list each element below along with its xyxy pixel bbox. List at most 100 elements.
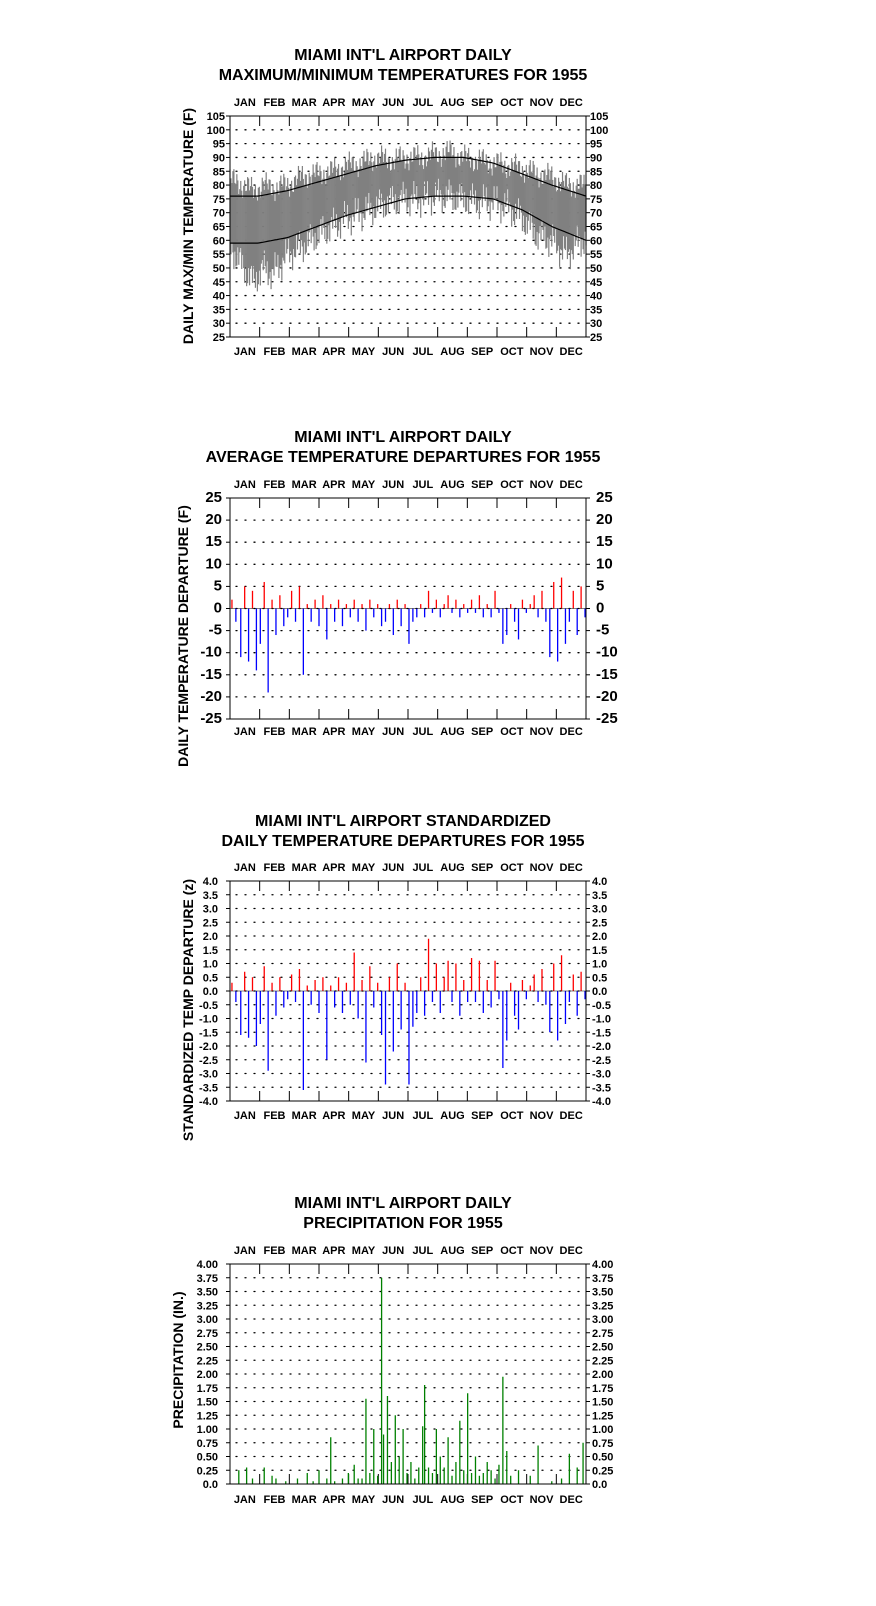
y-tick-label-right: 3.25: [592, 1300, 613, 1312]
month-label-top: AUG: [440, 862, 464, 874]
month-label-top: JUL: [412, 862, 433, 874]
y-tick-label-right: 50: [590, 263, 602, 275]
month-label-bottom: NOV: [530, 726, 555, 738]
month-label-bottom: NOV: [530, 1110, 555, 1122]
y-tick-label-right: 55: [590, 249, 602, 261]
month-label-top: JAN: [234, 1245, 256, 1257]
month-label-bottom: JAN: [234, 346, 256, 358]
y-axis-label: STANDARDIZED TEMP DEPARTURE (z): [180, 879, 196, 1141]
month-label-top: FEB: [264, 1245, 286, 1257]
y-tick-label-left: 25: [213, 332, 225, 344]
y-tick-label-right: 2.25: [592, 1355, 613, 1367]
y-tick-label-right: 85: [590, 166, 602, 178]
y-tick-label-right: 2.00: [592, 1369, 613, 1381]
plot-frame: [229, 497, 587, 720]
y-tick-label-left: 80: [213, 180, 225, 192]
month-label-bottom: MAR: [292, 1110, 317, 1122]
month-label-top: JUL: [412, 479, 433, 491]
y-tick-label-right: 3.5: [592, 890, 607, 902]
y-tick-label-right: 0.0: [592, 986, 607, 998]
month-label-bottom: AUG: [440, 346, 464, 358]
month-label-top: SEP: [471, 97, 493, 109]
month-label-bottom: MAR: [292, 726, 317, 738]
chart-title-line-1: MIAMI INT'L AIRPORT STANDARDIZED: [255, 813, 551, 830]
month-label-bottom: JUL: [412, 726, 433, 738]
y-tick-label-left: -2.5: [199, 1055, 218, 1067]
month-label-bottom: OCT: [500, 346, 524, 358]
month-label-top: DEC: [560, 862, 583, 874]
y-tick-label-right: 0: [596, 600, 604, 617]
y-tick-label-left: 35: [213, 304, 225, 316]
y-tick-label-right: 10: [596, 555, 613, 572]
month-label-top: APR: [322, 479, 345, 491]
month-label-top: MAR: [292, 1245, 317, 1257]
y-tick-label-left: 3.5: [203, 890, 218, 902]
y-tick-label-right: 2.50: [592, 1342, 613, 1354]
month-label-bottom: JUN: [382, 726, 404, 738]
month-label-top: AUG: [440, 479, 464, 491]
month-label-bottom: AUG: [440, 726, 464, 738]
y-tick-label-left: 100: [207, 125, 225, 137]
month-label-bottom: DEC: [560, 1494, 583, 1506]
y-tick-label-right: 70: [590, 208, 602, 220]
y-tick-label-left: 95: [213, 139, 225, 151]
average-temperature-departure-chart: MIAMI INT'L AIRPORT DAILY AVERAGE TEMPERA…: [175, 429, 618, 767]
y-tick-label-left: 25: [205, 489, 222, 506]
month-label-bottom: JAN: [234, 1110, 256, 1122]
month-label-bottom: MAY: [352, 726, 376, 738]
chart-title-line-1: MIAMI INT'L AIRPORT DAILY: [294, 1195, 512, 1212]
y-tick-label-right: 3.50: [592, 1287, 613, 1299]
y-tick-label-right: -5: [596, 622, 609, 639]
plot-frame: [229, 880, 587, 1102]
y-tick-label-left: 10: [205, 555, 222, 572]
y-tick-label-right: 25: [596, 489, 613, 506]
y-tick-label-left: 1.75: [197, 1383, 218, 1395]
y-tick-label-left: 3.75: [197, 1273, 218, 1285]
y-tick-label-right: 5: [596, 577, 604, 594]
y-tick-label-left: 70: [213, 208, 225, 220]
y-tick-label-left: 2.50: [197, 1342, 218, 1354]
y-tick-label-right: 25: [590, 332, 602, 344]
normal-min-line: [230, 195, 587, 244]
standardized-temperature-departure-chart: MIAMI INT'L AIRPORT STANDARDIZED DAILY TE…: [180, 813, 611, 1141]
y-tick-label-left: 4.00: [197, 1259, 218, 1271]
y-tick-label-right: 3.75: [592, 1273, 613, 1285]
month-label-bottom: JUL: [412, 1110, 433, 1122]
month-label-top: FEB: [264, 862, 286, 874]
y-tick-label-left: 2.25: [197, 1355, 218, 1367]
y-tick-label-left: 2.00: [197, 1369, 218, 1381]
month-label-bottom: FEB: [264, 346, 286, 358]
month-label-top: SEP: [471, 1245, 493, 1257]
y-tick-label-right: -1.0: [592, 1014, 611, 1026]
normal-max-line: [230, 156, 587, 197]
y-tick-label-left: 30: [213, 318, 225, 330]
y-tick-label-left: -1.5: [199, 1027, 218, 1039]
month-label-bottom: JAN: [234, 1494, 256, 1506]
y-tick-label-left: -5: [209, 622, 222, 639]
month-label-top: DEC: [560, 97, 583, 109]
month-label-top: OCT: [500, 862, 524, 874]
y-tick-label-right: -25: [596, 710, 618, 727]
y-tick-label-right: 2.75: [592, 1328, 613, 1340]
chart-title-line-2: DAILY TEMPERATURE DEPARTURES FOR 1955: [221, 833, 584, 850]
month-label-top: MAY: [352, 479, 376, 491]
y-tick-label-right: 4.00: [592, 1259, 613, 1271]
month-label-bottom: JUL: [412, 346, 433, 358]
y-tick-label-right: 105: [590, 111, 608, 123]
month-label-top: MAR: [292, 97, 317, 109]
y-tick-label-left: -3.0: [199, 1069, 218, 1081]
y-tick-label-right: -4.0: [592, 1096, 611, 1108]
y-tick-label-left: 0: [214, 600, 222, 617]
month-label-bottom: DEC: [560, 726, 583, 738]
month-label-top: NOV: [530, 97, 555, 109]
month-label-top: AUG: [440, 97, 464, 109]
month-label-bottom: OCT: [500, 726, 524, 738]
chart-title-line-1: MIAMI INT'L AIRPORT DAILY: [294, 47, 512, 64]
y-tick-label-left: -0.5: [199, 1000, 218, 1012]
y-tick-label-left: 85: [213, 166, 225, 178]
month-label-bottom: APR: [322, 1110, 345, 1122]
plot-frame: [229, 115, 587, 338]
month-label-bottom: SEP: [471, 726, 493, 738]
y-tick-label-left: -2.0: [199, 1041, 218, 1053]
y-tick-label-left: 0.25: [197, 1465, 218, 1477]
